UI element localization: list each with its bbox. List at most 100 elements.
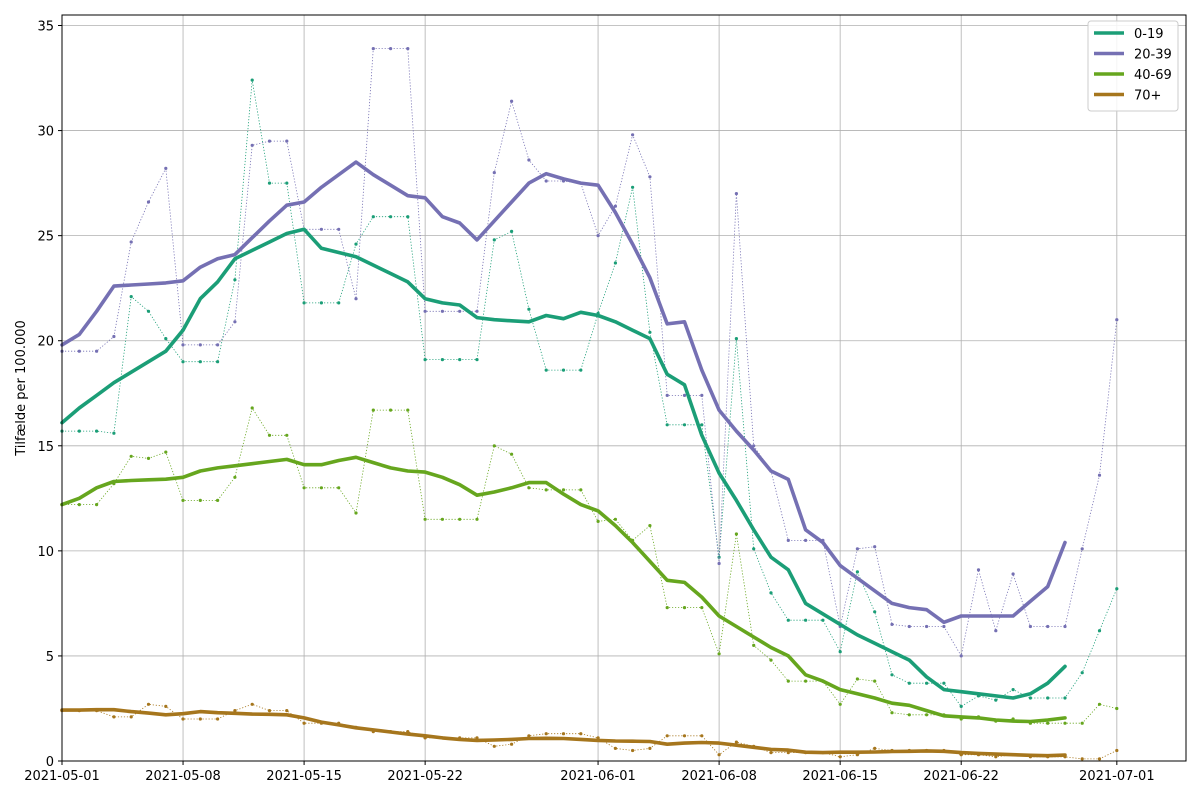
data-point	[1046, 721, 1050, 725]
data-point	[855, 677, 860, 681]
data-point	[717, 753, 721, 757]
plot-frame	[61, 14, 1187, 762]
data-point	[95, 503, 99, 507]
legend-label: 40-69	[1134, 68, 1172, 83]
data-point	[873, 545, 877, 549]
data-point	[216, 360, 220, 364]
data-point	[1097, 702, 1102, 706]
data-point	[596, 519, 600, 524]
data-point	[285, 709, 289, 713]
data-point	[786, 679, 790, 683]
data-point	[769, 658, 773, 662]
data-point	[423, 309, 427, 313]
data-point	[1080, 671, 1084, 675]
data-point	[544, 368, 548, 372]
data-point	[700, 423, 704, 427]
data-point	[1097, 757, 1102, 761]
data-point	[942, 681, 946, 685]
smoothed-line-70-	[60, 707, 1067, 758]
data-point	[475, 358, 479, 362]
data-point	[371, 47, 375, 51]
data-point	[665, 423, 669, 427]
data-point	[510, 229, 514, 233]
x-tick-label: 2021-05-08	[145, 769, 221, 784]
data-point	[717, 555, 721, 559]
data-point	[579, 732, 583, 736]
data-point	[250, 702, 254, 706]
data-point	[458, 309, 462, 313]
data-point	[925, 624, 929, 629]
data-point	[855, 547, 860, 551]
data-point	[112, 715, 116, 719]
y-tick-label: 10	[37, 545, 54, 560]
data-point	[492, 238, 496, 242]
data-point	[907, 624, 911, 629]
data-point	[527, 307, 531, 311]
data-point	[907, 681, 911, 685]
data-point	[648, 330, 652, 334]
data-point	[250, 78, 254, 82]
data-point	[561, 488, 566, 492]
data-point	[752, 643, 756, 648]
data-point	[285, 181, 289, 185]
daily-line	[62, 80, 1118, 707]
data-point	[1080, 547, 1084, 551]
data-point	[492, 744, 496, 748]
data-point	[1063, 624, 1067, 629]
data-point	[527, 486, 531, 490]
data-point	[613, 517, 618, 521]
data-point	[579, 368, 583, 372]
data-point	[648, 524, 652, 528]
data-point	[492, 444, 496, 448]
data-point	[769, 591, 773, 595]
data-point	[146, 309, 151, 313]
data-point	[527, 158, 531, 162]
data-point	[406, 408, 410, 412]
data-point	[233, 278, 237, 282]
data-point	[942, 624, 946, 629]
data-point	[804, 538, 808, 543]
data-point	[354, 242, 358, 246]
daily-line	[62, 406, 1117, 724]
data-point	[458, 358, 462, 362]
y-tick-label: 0	[46, 755, 54, 770]
x-tick-label: 2021-06-22	[923, 769, 999, 784]
data-point	[198, 343, 202, 347]
data-point	[890, 673, 894, 677]
data-point	[216, 717, 220, 721]
data-point	[1028, 696, 1032, 700]
x-tick-label: 2021-05-15	[266, 769, 342, 784]
data-point	[700, 734, 704, 738]
smoothed-line-20-39	[60, 160, 1067, 625]
data-point	[492, 171, 496, 175]
data-point	[804, 618, 808, 622]
data-point	[95, 349, 99, 353]
data-point	[164, 166, 168, 170]
data-point	[302, 486, 306, 490]
data-point	[267, 709, 272, 713]
data-point	[440, 517, 444, 521]
data-point	[423, 358, 427, 362]
data-point	[510, 742, 514, 746]
x-tick-label: 2021-07-01	[1079, 769, 1155, 784]
data-point	[613, 204, 618, 208]
smoothed-line-0-19	[60, 227, 1067, 700]
data-point	[198, 498, 202, 502]
data-point	[682, 734, 687, 738]
data-point	[925, 713, 929, 717]
data-point	[579, 488, 583, 492]
smoothed-line-40-69	[60, 455, 1067, 724]
data-point	[994, 698, 998, 702]
data-point	[77, 349, 81, 353]
data-point	[1028, 624, 1032, 629]
data-point	[665, 734, 669, 738]
data-point	[665, 393, 669, 397]
y-axis-label: Tilfælde per 100.000	[14, 320, 29, 457]
data-point	[717, 652, 721, 656]
data-point	[873, 610, 877, 614]
data-point	[734, 337, 739, 341]
data-point	[406, 215, 410, 219]
data-point	[1115, 748, 1119, 753]
data-point	[250, 143, 254, 147]
data-point	[233, 475, 237, 479]
